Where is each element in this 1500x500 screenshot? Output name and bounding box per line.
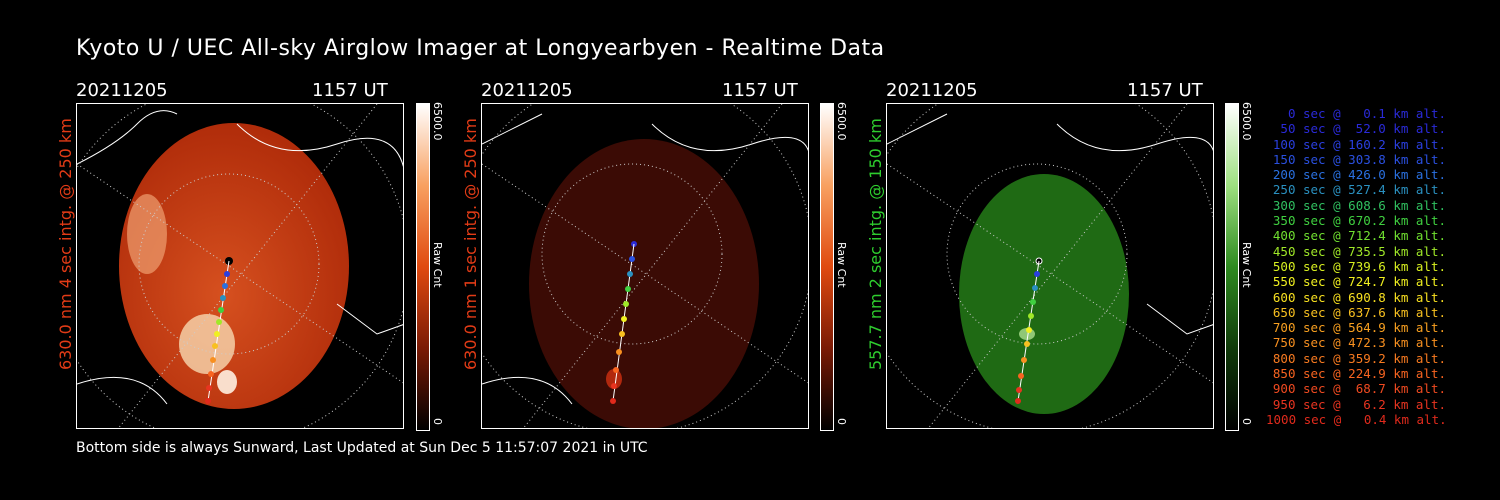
panel-1-date: 20211205 (76, 80, 168, 101)
legend-entry: 800 sec @ 359.2 km alt. (1272, 350, 1446, 366)
legend-entry: 1000 sec @ 0.4 km alt. (1266, 411, 1447, 427)
panel-3-cbar-min: 0 (1240, 418, 1253, 425)
legend-entry: 900 sec @ 68.7 km alt. (1272, 381, 1446, 397)
panel-1-colorbar (416, 103, 430, 431)
panel-3-cbar-unit: Raw Cnt (1240, 242, 1253, 288)
panel-2-cbar-max: 6500.0 (835, 102, 848, 141)
legend-entry: 250 sec @ 527.4 km alt. (1272, 182, 1446, 198)
panel-1-sky-image (76, 103, 404, 429)
legend-entry: 550 sec @ 724.7 km alt. (1272, 274, 1446, 290)
panel-2-cbar-min: 0 (835, 418, 848, 425)
panel-2-date: 20211205 (481, 80, 573, 101)
panel-2-cbar-unit: Raw Cnt (835, 242, 848, 288)
legend-entry: 350 sec @ 670.2 km alt. (1272, 213, 1446, 229)
legend-entry: 200 sec @ 426.0 km alt. (1272, 167, 1446, 183)
legend-entry: 300 sec @ 608.6 km alt. (1272, 197, 1446, 213)
panel-2-colorbar (820, 103, 834, 431)
panel-2-sky-disk (529, 139, 759, 428)
panel-3-colorbar (1225, 103, 1239, 431)
panel-2-sky-svg (482, 104, 808, 428)
panel-1-cbar-min: 0 (431, 418, 444, 425)
legend-entry: 100 sec @ 160.2 km alt. (1272, 136, 1446, 152)
page-title: Kyoto U / UEC All-sky Airglow Imager at … (76, 36, 885, 61)
legend-entry: 750 sec @ 472.3 km alt. (1272, 335, 1446, 351)
panel-2-sky-image (481, 103, 809, 429)
panel-3-cbar-max: 6500.0 (1240, 102, 1253, 141)
panel-1-sky-svg (77, 104, 403, 428)
legend-entry: 700 sec @ 564.9 km alt. (1272, 320, 1446, 336)
panel-3-date: 20211205 (886, 80, 978, 101)
panel-3-sky-image (886, 103, 1214, 429)
legend-entry: 50 sec @ 52.0 km alt. (1280, 121, 1446, 137)
time-altitude-legend: 0 sec @ 0.1 km alt. 50 sec @ 52.0 km alt.… (1266, 106, 1447, 427)
legend-entry: 400 sec @ 712.4 km alt. (1272, 228, 1446, 244)
panel-2-time: 1157 UT (722, 80, 798, 101)
panel-3-sky-disk (959, 174, 1129, 414)
legend-entry: 450 sec @ 735.5 km alt. (1272, 243, 1446, 259)
legend-entry: 600 sec @ 690.8 km alt. (1272, 289, 1446, 305)
legend-entry: 500 sec @ 739.6 km alt. (1272, 258, 1446, 274)
panel-3-sky-svg (887, 104, 1213, 428)
panel-3-time: 1157 UT (1127, 80, 1203, 101)
legend-entry: 850 sec @ 224.9 km alt. (1272, 366, 1446, 382)
panel-1-cbar-unit: Raw Cnt (431, 242, 444, 288)
panel-3-label: 557.7 nm 2 sec intg. @ 150 km (866, 118, 885, 370)
panel-1-label: 630.0 nm 4 sec intg. @ 250 km (56, 118, 75, 370)
legend-entry: 150 sec @ 303.8 km alt. (1272, 151, 1446, 167)
panel-1-cbar-max: 6500.0 (431, 102, 444, 141)
legend-entry: 650 sec @ 637.6 km alt. (1272, 304, 1446, 320)
panel-1-time: 1157 UT (312, 80, 388, 101)
legend-entry: 950 sec @ 6.2 km alt. (1272, 396, 1446, 412)
legend-entry: 0 sec @ 0.1 km alt. (1287, 106, 1446, 121)
footer-note: Bottom side is always Sunward, Last Upda… (76, 440, 648, 456)
panel-2-label: 630.0 nm 1 sec intg. @ 250 km (461, 118, 480, 370)
